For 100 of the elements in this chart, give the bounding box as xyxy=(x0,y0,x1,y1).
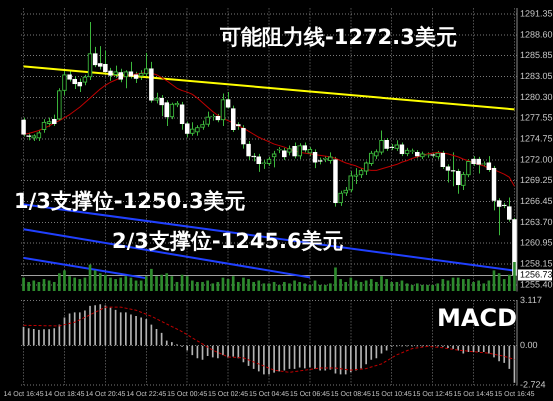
candlestick xyxy=(88,21,92,80)
bar xyxy=(78,279,82,291)
bar xyxy=(498,273,500,291)
bar xyxy=(201,282,204,291)
bar xyxy=(155,276,158,291)
candlestick xyxy=(241,124,246,150)
candlestick xyxy=(123,70,128,89)
bar xyxy=(303,283,306,291)
y-tick-label: 1258.15 xyxy=(520,258,553,269)
bar xyxy=(252,282,255,291)
y-tick-label: -2.724 xyxy=(520,379,546,390)
bar xyxy=(190,280,194,291)
bar xyxy=(467,279,470,291)
y-tick-label: 1269.25 xyxy=(520,175,553,186)
bar xyxy=(206,280,209,291)
candlestick xyxy=(154,92,159,104)
annotation: MACD xyxy=(437,304,517,332)
bar xyxy=(119,278,122,291)
bar xyxy=(380,276,383,291)
bar xyxy=(318,284,322,291)
bar xyxy=(416,283,419,291)
bar xyxy=(396,282,398,291)
bar xyxy=(232,276,235,291)
bar xyxy=(370,279,373,291)
bar xyxy=(226,279,230,291)
bar xyxy=(63,270,66,291)
bar xyxy=(364,280,368,291)
bar xyxy=(84,278,86,291)
bar xyxy=(98,273,102,291)
bar xyxy=(22,278,25,291)
bar xyxy=(283,282,286,291)
bar xyxy=(109,278,112,291)
bar xyxy=(144,276,148,291)
bar xyxy=(236,282,240,291)
bar xyxy=(211,283,214,291)
bar xyxy=(482,283,486,291)
bar xyxy=(406,283,408,291)
bar xyxy=(410,284,414,291)
bar xyxy=(400,280,404,291)
bar xyxy=(272,282,276,291)
candlestick xyxy=(287,145,292,156)
bar xyxy=(180,274,184,291)
candlestick xyxy=(82,74,88,86)
bar xyxy=(73,278,76,291)
y-tick-label: 0.00 xyxy=(520,340,538,350)
bar xyxy=(170,276,174,291)
bar xyxy=(165,273,168,291)
bar xyxy=(262,283,266,291)
bar xyxy=(436,283,440,291)
bar xyxy=(339,279,342,291)
bar xyxy=(488,280,490,291)
y-tick-label: 1277.55 xyxy=(520,112,553,123)
bar xyxy=(58,273,61,291)
bar xyxy=(42,279,46,291)
candlestick xyxy=(308,146,312,157)
bar xyxy=(52,282,56,291)
y-tick-label: 1263.70 xyxy=(520,216,553,227)
bar xyxy=(242,278,245,291)
bar xyxy=(446,280,450,291)
candlestick xyxy=(394,140,400,152)
y-tick-label: 1260.95 xyxy=(520,238,553,248)
y-tick-label: 1283.05 xyxy=(520,71,553,82)
bar xyxy=(308,284,312,291)
bar xyxy=(257,280,260,291)
bar xyxy=(298,282,302,291)
bar xyxy=(329,283,332,291)
bar xyxy=(278,284,281,291)
bar xyxy=(456,278,460,291)
bar xyxy=(150,268,153,291)
bar xyxy=(462,279,465,291)
bar xyxy=(222,278,224,291)
y-tick-label: 1266.45 xyxy=(520,196,553,206)
bar xyxy=(375,282,378,291)
bar xyxy=(344,282,348,291)
bar xyxy=(94,270,96,291)
y-tick-label: 1255.40 xyxy=(520,279,553,290)
bar xyxy=(354,280,358,291)
bar xyxy=(268,283,270,291)
bar xyxy=(140,280,142,291)
bar xyxy=(38,282,40,291)
bar xyxy=(130,278,132,291)
y-tick-label: 1280.30 xyxy=(520,92,553,102)
bar xyxy=(324,284,327,291)
bar xyxy=(431,284,434,291)
bar xyxy=(293,280,296,291)
bar xyxy=(390,282,394,291)
bar xyxy=(349,278,352,291)
bar xyxy=(124,276,128,291)
bar xyxy=(68,276,71,291)
bar xyxy=(186,276,189,291)
bar xyxy=(477,280,480,291)
bar xyxy=(385,279,388,291)
ref-line-label: 1256.73 xyxy=(520,269,553,280)
bar xyxy=(472,282,475,291)
candlestick xyxy=(507,197,512,222)
bar xyxy=(134,280,138,291)
bar xyxy=(216,282,220,291)
y-tick-label: 1272.00 xyxy=(520,154,553,164)
candlestick xyxy=(220,93,226,126)
line-series xyxy=(23,306,515,373)
